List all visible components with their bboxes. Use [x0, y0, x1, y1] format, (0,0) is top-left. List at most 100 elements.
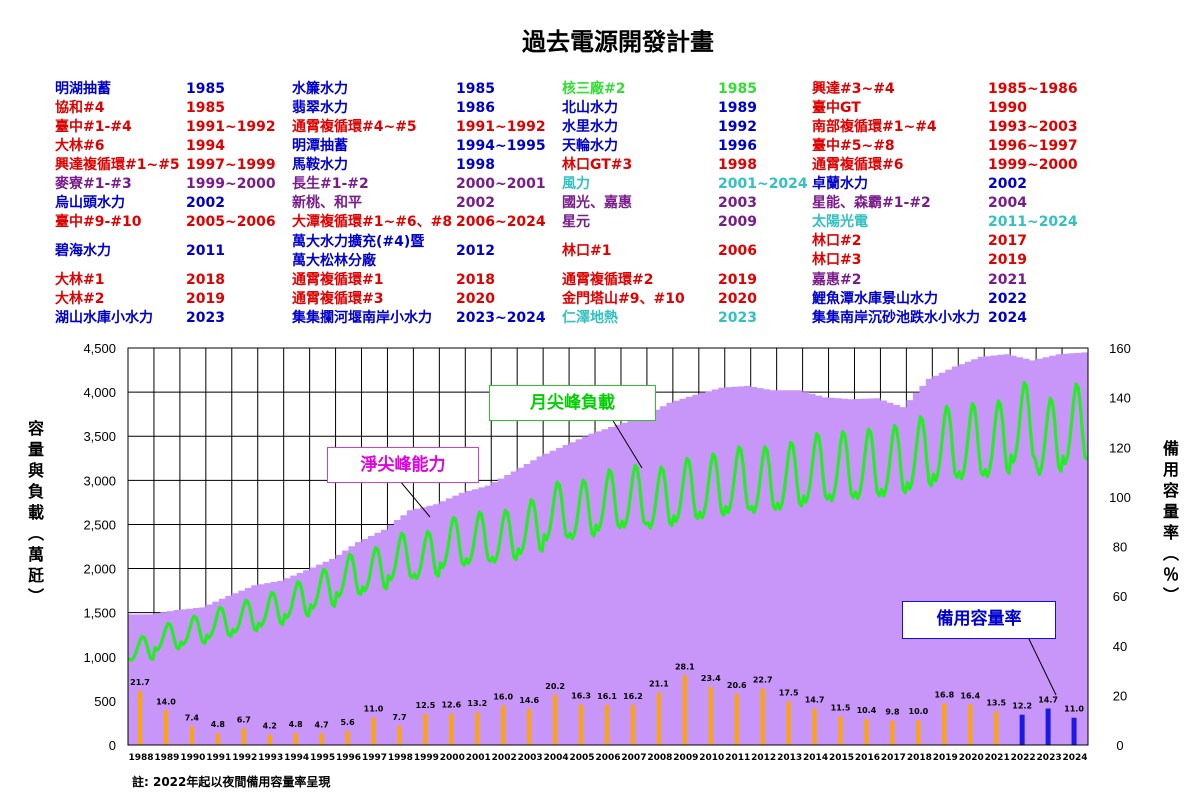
plant-name: 北山水力 [562, 100, 618, 116]
reserve-rate-label: 10.4 [857, 706, 877, 715]
plant-name: 林口#3 [812, 252, 862, 268]
x-tick-label: 1990 [180, 753, 205, 763]
reserve-rate-label: 10.0 [909, 707, 929, 716]
x-tick-label: 1988 [128, 753, 153, 763]
plant-name: 太陽光電 [812, 214, 868, 230]
reserve-rate-bar [838, 716, 843, 745]
x-tick-label: 2000 [440, 753, 465, 763]
plant-name: 水簾水力 [292, 81, 348, 97]
plant-name: 大潭複循環#1~#6、#8 [292, 214, 453, 230]
reserve-rate-label: 16.2 [623, 692, 643, 701]
plant-name: 集集南岸沉砂池跌水小水力 [812, 310, 980, 326]
reserve-rate-label: 4.8 [211, 720, 226, 729]
plant-name: 星元 [562, 214, 590, 230]
plant-year: 2005~2006 [186, 214, 276, 230]
reserve-rate-label: 11.5 [831, 703, 851, 712]
x-tick-label: 2017 [881, 753, 906, 763]
plant-year: 2018 [186, 272, 225, 288]
plant-year: 2004 [988, 195, 1027, 211]
reserve-rate-label: 14.7 [805, 696, 825, 705]
y2-tick-label: 80 [1113, 540, 1127, 555]
reserve-rate-label: 16.8 [934, 690, 954, 699]
plant-year: 2012 [456, 243, 495, 259]
y-axis-label: 容量與負載（萬瓩） [25, 420, 44, 609]
net-capacity-pointer [399, 480, 431, 518]
reserve-rate-label: 9.8 [885, 708, 900, 717]
reserve-rate-bar [449, 713, 454, 745]
reserve-rate-label: 16.4 [960, 691, 980, 700]
plant-year: 2019 [988, 252, 1027, 268]
plant-name: 萬大水力擴充(#4)暨 萬大松林分廠 [292, 234, 425, 269]
reserve-rate-label: 21.7 [130, 678, 150, 687]
plant-year: 2017 [988, 233, 1027, 249]
reserve-rate-bar [553, 694, 558, 745]
reserve-rate-bar [890, 720, 895, 745]
y-tick-label: 3,500 [83, 429, 116, 444]
reserve-rate-bar [656, 692, 661, 745]
reserve-rate-label: 16.3 [571, 692, 591, 701]
y-tick-label: 4,500 [83, 341, 116, 356]
x-tick-label: 1989 [154, 753, 179, 763]
plant-year: 1998 [718, 157, 757, 173]
x-tick-label: 2003 [518, 753, 543, 763]
plant-year: 2018 [456, 272, 495, 288]
reserve-rate-bar [994, 711, 999, 745]
plant-year: 1985 [186, 100, 225, 116]
plant-name: 臺中#9-#10 [55, 214, 142, 230]
x-tick-label: 2007 [621, 753, 646, 763]
x-tick-label: 2015 [829, 753, 854, 763]
plant-year: 2011 [186, 243, 225, 259]
x-tick-label: 1997 [362, 753, 387, 763]
reserve-rate-label: 13.2 [467, 699, 487, 708]
reserve-rate-label: 12.2 [1012, 702, 1032, 711]
plant-name: 臺中#1-#4 [55, 119, 132, 135]
plant-name: 翡翠水力 [292, 100, 348, 116]
x-tick-label: 2023 [1037, 753, 1062, 763]
plant-name: 大林#2 [55, 291, 105, 307]
reserve-rate-label: 4.2 [263, 722, 277, 731]
plant-year: 2006~2024 [456, 214, 546, 230]
reserve-rate-label: 16.1 [597, 692, 617, 701]
plant-year: 2006 [718, 243, 757, 259]
plant-year: 1994~1995 [456, 138, 546, 154]
x-tick-label: 2024 [1062, 753, 1087, 763]
plant-year: 2002 [186, 195, 225, 211]
plant-name: 林口#2 [812, 233, 862, 249]
plant-year: 1992 [718, 119, 757, 135]
plant-name: 臺中GT [812, 100, 861, 116]
reserve-rate-bar [138, 691, 142, 745]
reserve-rate-label: 6.7 [237, 715, 251, 724]
plant-name: 協和#4 [55, 100, 105, 116]
x-tick-label: 1991 [206, 753, 231, 763]
x-tick-label: 2005 [570, 753, 595, 763]
reserve-rate-bar [475, 712, 480, 745]
plant-year: 1998 [456, 157, 495, 173]
reserve-rate-label: 14.6 [519, 696, 539, 705]
plant-name: 核三廠#2 [562, 81, 626, 97]
plant-name: 水里水力 [562, 119, 618, 135]
power-plant-list: 明湖抽蓄 1985 協和#4 1985 臺中#1-#4 1991~1992 大林#6 1994… [0, 0, 1200, 340]
reserve-rate-label: 11.0 [1064, 705, 1084, 714]
plant-name: 麥寮#1-#3 [55, 176, 132, 192]
y-tick-label: 2,000 [83, 562, 116, 577]
reserve-rate-bar [345, 731, 350, 745]
plant-name: 興達#3~#4 [812, 81, 895, 97]
plant-name: 集集攔河堰南岸小水力 [292, 310, 432, 326]
reserve-rate-callout: 備用容量率 [902, 601, 1056, 639]
x-tick-label: 2019 [933, 753, 958, 763]
y2-tick-label: 60 [1113, 589, 1127, 604]
plant-name: 通霄複循環#4~#5 [292, 119, 417, 135]
reserve-rate-bar [397, 725, 402, 745]
y-tick-label: 4,000 [83, 385, 116, 400]
plant-year: 2022 [988, 291, 1027, 307]
plant-year: 1999~2000 [186, 176, 276, 192]
plant-year: 2021 [988, 272, 1027, 288]
reserve-rate-bar [1019, 714, 1025, 745]
x-tick-label: 1999 [414, 753, 439, 763]
reserve-rate-label: 28.1 [675, 662, 695, 671]
reserve-rate-pointer [1027, 636, 1057, 696]
reserve-rate-label: 14.7 [1038, 696, 1058, 705]
plant-year: 1996 [718, 138, 757, 154]
reserve-rate-bar [812, 708, 817, 745]
plant-name: 烏山頭水力 [55, 195, 125, 211]
